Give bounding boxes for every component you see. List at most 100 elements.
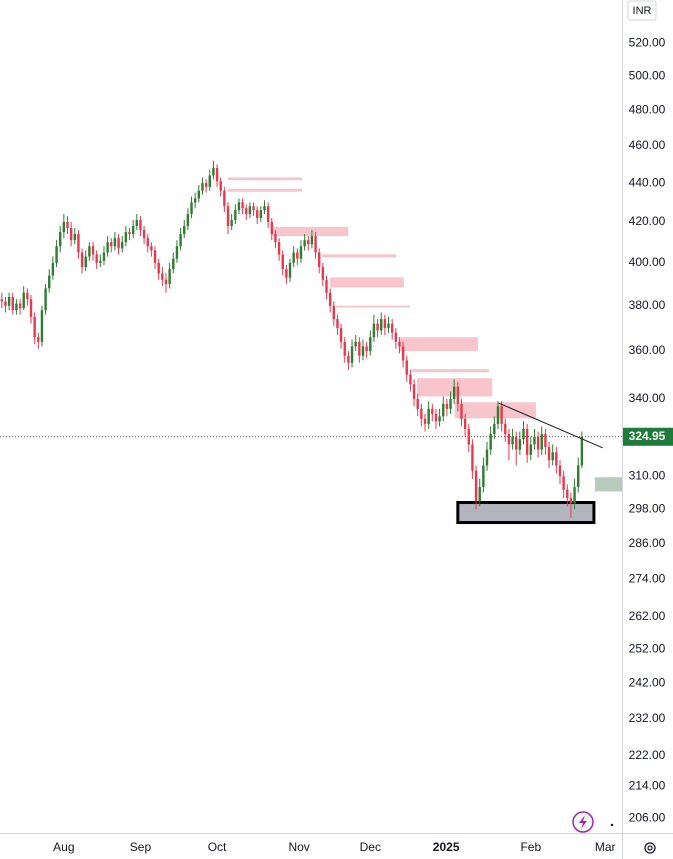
candle-body — [102, 252, 106, 261]
candle-body — [113, 238, 117, 247]
candle-body — [131, 226, 135, 235]
x-tick-label: Dec — [360, 840, 381, 854]
candle-body — [533, 436, 536, 445]
candle-body — [157, 262, 160, 274]
y-tick-label: 520.00 — [629, 35, 666, 49]
zone — [272, 227, 349, 237]
x-tick-label: Oct — [208, 840, 227, 854]
candle-body — [427, 408, 430, 424]
candle-body — [328, 292, 332, 306]
x-tick-label: Aug — [53, 840, 74, 854]
y-tick-label: 310.00 — [629, 468, 666, 482]
candle-body — [95, 254, 98, 263]
candle-body — [40, 310, 44, 342]
replay-icon[interactable] — [572, 811, 594, 833]
candle-body — [106, 242, 109, 253]
candle-body — [77, 234, 80, 253]
candle-body — [467, 428, 470, 445]
candle-body — [347, 355, 350, 363]
y-tick-label: 420.00 — [629, 214, 666, 228]
candle-body — [525, 428, 529, 455]
candle-body — [55, 246, 58, 263]
zone — [454, 402, 536, 419]
candle-body — [511, 436, 514, 445]
candle-body — [26, 292, 29, 300]
candle-body — [263, 206, 266, 211]
candle-body — [212, 168, 215, 176]
candle-body — [354, 341, 357, 347]
candle-body — [234, 210, 237, 221]
candle-body — [303, 240, 306, 247]
zone — [411, 369, 489, 373]
candle-body — [390, 323, 394, 333]
candle-body — [186, 214, 190, 227]
candle-body — [573, 487, 576, 504]
candle-body — [58, 232, 62, 247]
candle-body — [223, 190, 226, 207]
candle-body — [580, 436, 584, 466]
candle-body — [478, 487, 481, 501]
candle-body — [409, 374, 412, 385]
y-tick-label: 298.00 — [629, 501, 666, 515]
icon-bolt — [579, 815, 587, 829]
candle-body — [73, 234, 76, 241]
candle-body — [48, 275, 51, 289]
candle-body — [99, 260, 102, 263]
candle-body — [405, 360, 408, 375]
candle-body — [80, 252, 84, 268]
candle-body — [161, 273, 164, 280]
candle-body — [245, 208, 248, 215]
zone — [330, 277, 404, 288]
x-tick-label: Mar — [595, 840, 616, 854]
y-tick-label: 232.00 — [629, 711, 666, 725]
candle-body — [241, 202, 244, 209]
candle-body — [22, 292, 25, 308]
candle-body — [37, 337, 40, 342]
candle-body — [500, 406, 503, 424]
candle-body — [88, 246, 91, 257]
candle-body — [175, 246, 179, 259]
candle-body — [401, 346, 405, 361]
candle-body — [321, 267, 325, 280]
zone — [335, 305, 411, 308]
candle-body — [66, 222, 69, 229]
x-tick-label: Sep — [130, 840, 152, 854]
candle-body — [463, 418, 467, 429]
x-tick-label: Nov — [288, 840, 309, 854]
gear-ring — [644, 842, 656, 854]
settings-icon[interactable] — [644, 842, 656, 854]
candle-body — [412, 384, 416, 399]
candle-body — [493, 423, 496, 435]
y-tick-label: 480.00 — [629, 102, 666, 116]
zone — [456, 501, 596, 525]
candle-body — [4, 301, 7, 306]
candle-body — [489, 434, 492, 450]
candle-body — [285, 269, 288, 278]
candle-body — [442, 403, 445, 417]
candle-body — [142, 230, 146, 239]
candle-body — [183, 226, 186, 235]
candle-body — [515, 436, 518, 450]
y-tick-label: 380.00 — [629, 298, 666, 312]
candle-body — [522, 428, 525, 440]
candle-body — [15, 303, 18, 311]
candle-body — [339, 328, 343, 342]
candle-body — [193, 198, 197, 203]
candle-body — [288, 262, 292, 278]
candle-body — [164, 279, 168, 285]
y-tick-label: 500.00 — [629, 68, 666, 82]
y-tick-label: 262.00 — [629, 609, 666, 623]
candle-body — [128, 232, 131, 235]
candle-body — [504, 423, 507, 435]
candle-body — [226, 206, 230, 227]
candle-body — [146, 238, 149, 247]
candle-body — [292, 252, 295, 263]
y-tick-label: 242.00 — [629, 676, 666, 690]
candle-body — [270, 222, 273, 235]
currency-box[interactable] — [627, 0, 657, 21]
candle-body — [150, 246, 153, 251]
zone — [228, 188, 303, 192]
x-tick-label: 2025 — [433, 840, 460, 854]
